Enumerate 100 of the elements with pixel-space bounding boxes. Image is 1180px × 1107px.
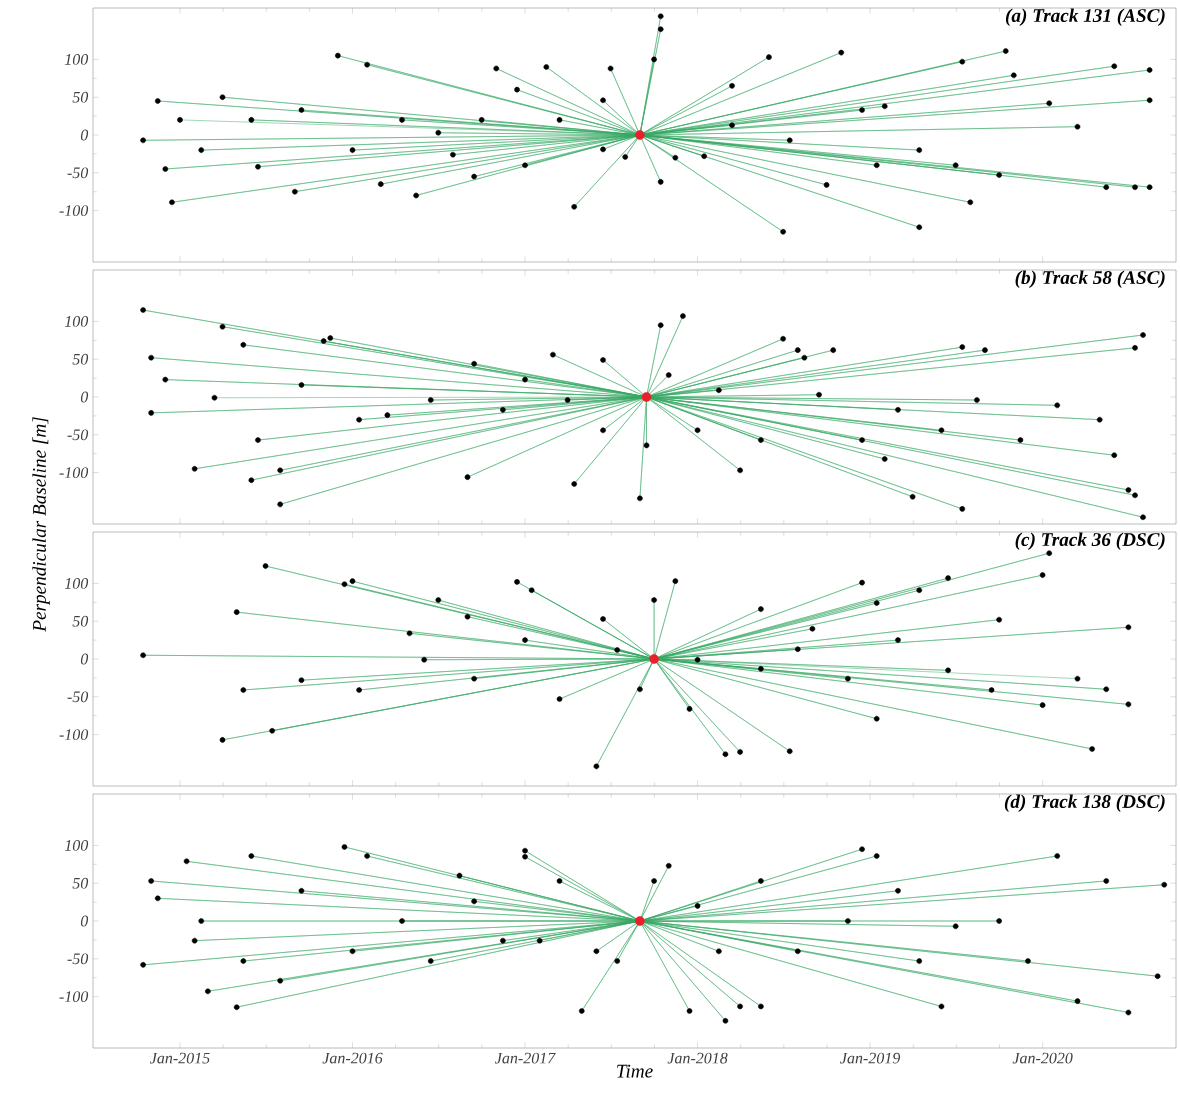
point <box>737 749 743 755</box>
point <box>680 313 686 319</box>
point <box>1039 702 1046 708</box>
point <box>1039 572 1046 578</box>
point <box>593 948 600 955</box>
point <box>1125 624 1132 631</box>
point <box>471 898 477 905</box>
point <box>758 878 764 884</box>
point <box>952 923 959 930</box>
point <box>672 578 679 584</box>
point <box>240 958 247 964</box>
point <box>959 344 966 350</box>
point <box>758 437 764 443</box>
point <box>341 581 348 587</box>
point <box>665 863 672 869</box>
point <box>205 988 211 995</box>
chart-title: (d) Track 138 (DSC) <box>1004 794 1165 812</box>
chart-title: (a) Track 131 (ASC) <box>1005 8 1165 26</box>
point <box>881 456 888 462</box>
point <box>556 696 563 702</box>
y-tick-label: 0 <box>80 391 89 403</box>
point <box>464 613 471 620</box>
point <box>686 706 693 712</box>
point <box>550 351 556 358</box>
point <box>916 587 923 594</box>
y-tick-label: 0 <box>80 653 89 665</box>
point <box>758 666 764 672</box>
point <box>471 360 477 367</box>
y-tick-label: 50 <box>72 353 89 365</box>
point <box>191 466 198 472</box>
point <box>974 397 980 403</box>
point <box>794 948 801 955</box>
point <box>651 878 657 884</box>
point <box>248 477 255 483</box>
point <box>240 687 247 693</box>
point <box>786 748 793 755</box>
point <box>996 616 1002 623</box>
point <box>298 887 305 894</box>
point <box>1111 452 1118 459</box>
point <box>600 616 606 622</box>
x-tick-label: Jan-2016 <box>322 1052 383 1064</box>
point <box>938 427 945 434</box>
point <box>1140 514 1146 521</box>
point <box>198 918 205 924</box>
y-tick-label: -50 <box>67 167 89 179</box>
point <box>162 376 169 383</box>
point <box>277 501 283 508</box>
point <box>435 597 442 603</box>
point <box>571 481 577 487</box>
point <box>716 948 722 955</box>
point <box>320 338 327 344</box>
x-tick-label: Jan-2018 <box>667 1052 728 1064</box>
point <box>183 858 190 865</box>
point <box>522 376 528 383</box>
point <box>277 467 283 474</box>
chart-title: (c) Track 36 (DSC) <box>1015 532 1165 550</box>
point <box>219 737 226 743</box>
point <box>154 895 161 902</box>
point <box>686 1008 693 1014</box>
point <box>356 687 362 693</box>
point <box>614 958 621 964</box>
y-tick-label: 50 <box>72 877 89 889</box>
point <box>845 918 851 924</box>
point <box>809 625 816 632</box>
point <box>471 675 477 682</box>
point <box>1132 345 1138 351</box>
point <box>959 506 966 512</box>
point <box>248 853 255 859</box>
point <box>522 637 528 643</box>
point <box>665 372 672 378</box>
x-axis-title: Time <box>617 1064 653 1078</box>
y-tick-label: 100 <box>64 316 89 327</box>
y-tick-label: -100 <box>59 467 89 478</box>
point <box>240 342 247 348</box>
point <box>722 1018 729 1024</box>
point <box>140 962 146 968</box>
point <box>1017 437 1024 443</box>
point <box>758 606 764 612</box>
point <box>1125 701 1132 708</box>
chart-title: (b) Track 58 (ASC) <box>1015 270 1165 288</box>
point <box>384 412 391 418</box>
point <box>649 654 659 664</box>
point <box>1103 878 1110 884</box>
point <box>255 437 261 443</box>
point <box>909 493 916 500</box>
point <box>1132 492 1138 499</box>
point <box>1140 332 1146 338</box>
point <box>349 578 356 584</box>
point <box>298 677 305 683</box>
point <box>801 354 808 361</box>
point <box>578 1008 585 1014</box>
point <box>1161 881 1168 888</box>
point <box>694 903 701 909</box>
point <box>148 354 154 361</box>
y-tick-label: -50 <box>67 953 89 965</box>
y-axis-title: Perpendicular Baseline [m] <box>32 417 50 632</box>
point <box>996 918 1002 924</box>
point <box>536 937 543 944</box>
point <box>1125 487 1132 493</box>
point <box>637 495 643 502</box>
